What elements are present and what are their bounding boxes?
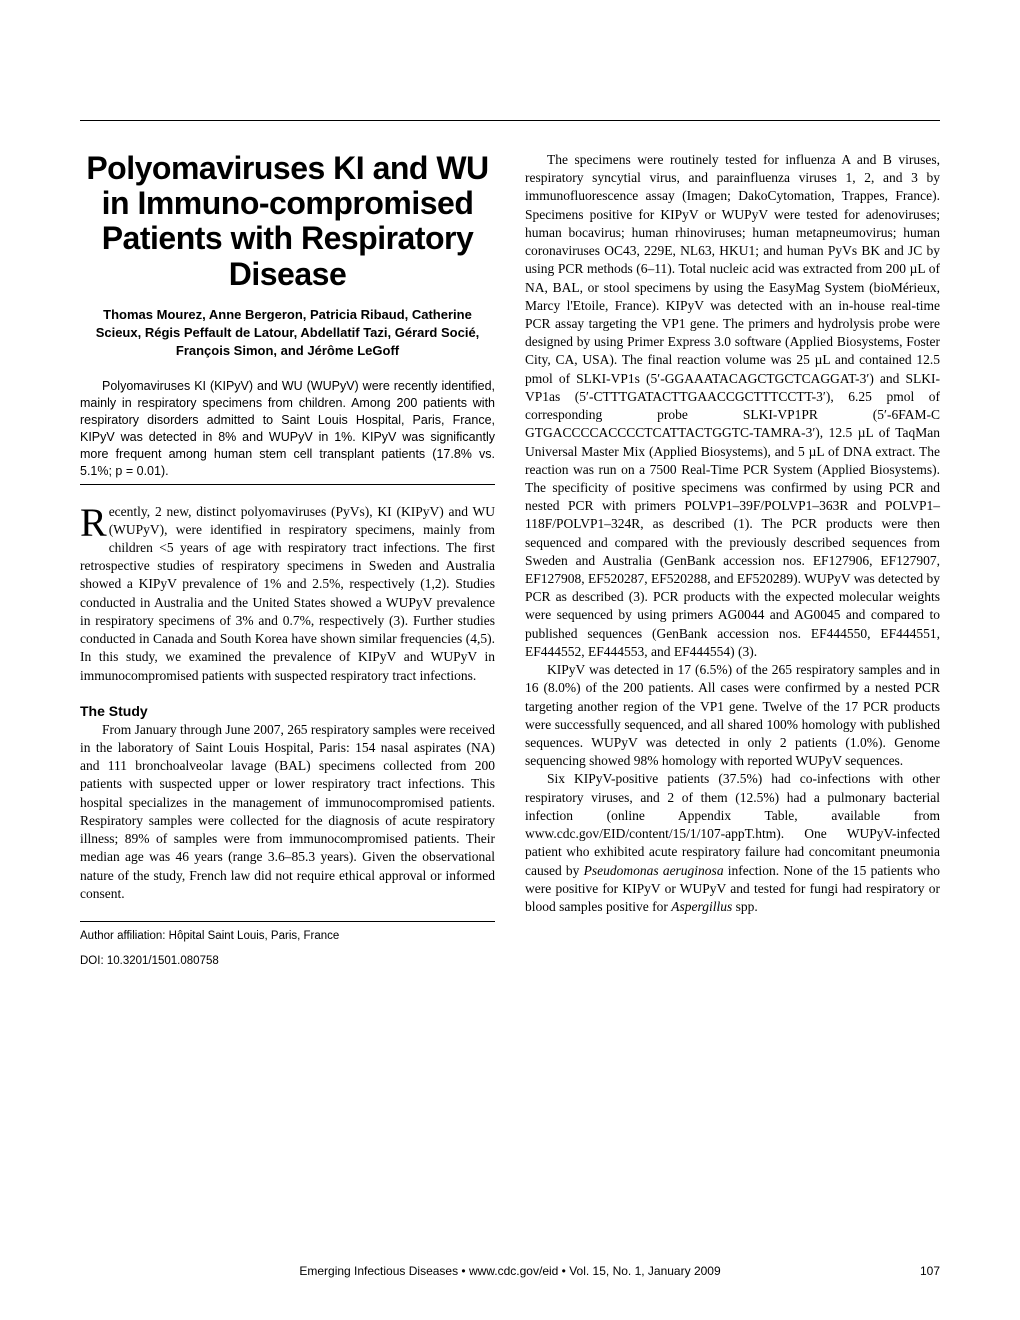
abstract-rule	[80, 484, 495, 485]
dropcap: R	[80, 503, 109, 540]
footer-journal: Emerging Infectious Diseases • www.cdc.g…	[130, 1264, 890, 1278]
page-footer: Emerging Infectious Diseases • www.cdc.g…	[80, 1264, 940, 1278]
affiliation-rule	[80, 921, 495, 922]
section-heading-the-study: The Study	[80, 703, 495, 719]
top-rule	[80, 120, 940, 121]
study-body: From January through June 2007, 265 resp…	[80, 721, 495, 903]
author-list: Thomas Mourez, Anne Bergeron, Patricia R…	[80, 306, 495, 361]
doi-text: DOI: 10.3201/1501.080758	[80, 955, 495, 967]
two-column-layout: Polyomaviruses KI and WU in Immuno-compr…	[80, 151, 940, 967]
intro-section: Recently, 2 new, distinct polyomaviruses…	[80, 503, 495, 685]
author-affiliation: Author affiliation: Hôpital Saint Louis,…	[80, 928, 495, 945]
footer-pad	[80, 1264, 130, 1278]
results-paragraph-2: Six KIPyV-positive patients (37.5%) had …	[525, 770, 940, 916]
abstract-text: Polyomaviruses KI (KIPyV) and WU (WUPyV)…	[80, 378, 495, 479]
p3-italic-2: Aspergillus	[671, 899, 732, 914]
methods-paragraph: The specimens were routinely tested for …	[525, 151, 940, 661]
left-column: Polyomaviruses KI and WU in Immuno-compr…	[80, 151, 495, 967]
article-title: Polyomaviruses KI and WU in Immuno-compr…	[80, 151, 495, 292]
p3-italic-1: Pseudomonas aeruginosa	[584, 863, 724, 878]
p3-part-c: spp.	[732, 899, 758, 914]
study-paragraph-1: From January through June 2007, 265 resp…	[80, 721, 495, 903]
right-column: The specimens were routinely tested for …	[525, 151, 940, 967]
results-paragraph-1: KIPyV was detected in 17 (6.5%) of the 2…	[525, 661, 940, 770]
intro-paragraph: ecently, 2 new, distinct polyomaviruses …	[80, 504, 495, 683]
footer-page-number: 107	[890, 1264, 940, 1278]
